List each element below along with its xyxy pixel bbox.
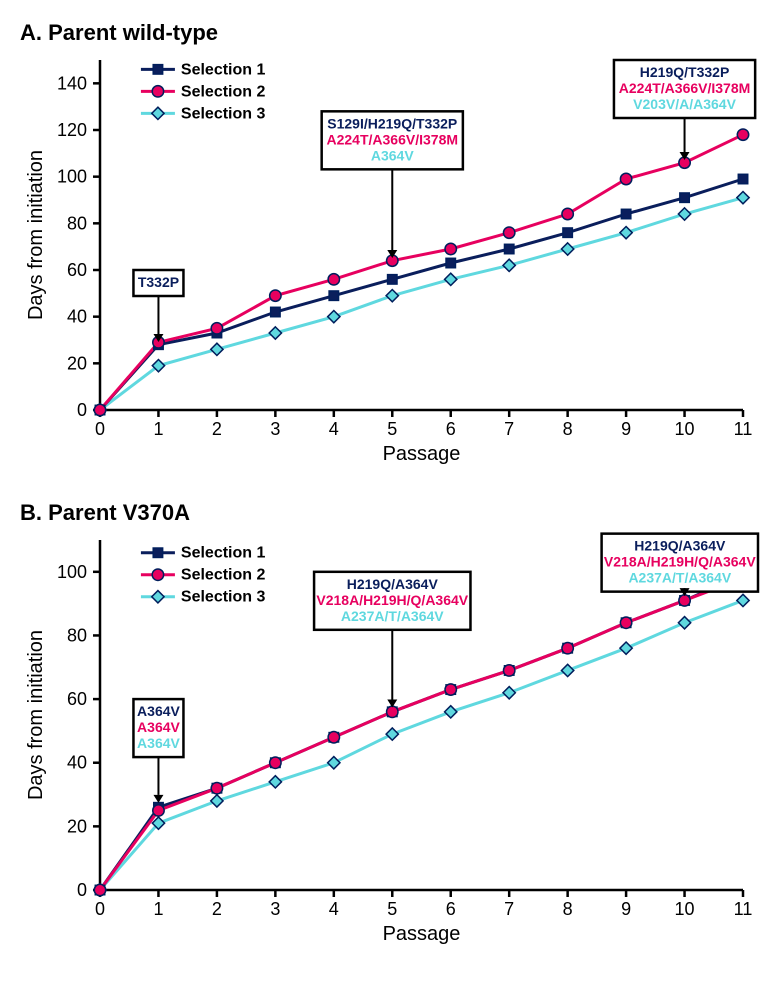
- svg-text:10: 10: [675, 419, 695, 439]
- panel-b-title: B. Parent V370A: [20, 500, 763, 526]
- svg-text:0: 0: [77, 880, 87, 900]
- svg-text:Selection 1: Selection 1: [181, 545, 266, 562]
- svg-text:A237A/T/A364V: A237A/T/A364V: [628, 570, 731, 586]
- figure: A. Parent wild-type 01234567891011020406…: [20, 20, 763, 950]
- svg-text:1: 1: [153, 899, 163, 919]
- svg-text:Selection 2: Selection 2: [181, 567, 266, 584]
- svg-text:S129I/H219Q/T332P: S129I/H219Q/T332P: [327, 115, 457, 131]
- svg-text:11: 11: [734, 419, 753, 439]
- svg-text:A364V: A364V: [137, 719, 180, 735]
- svg-text:A364V: A364V: [371, 147, 414, 163]
- svg-text:6: 6: [446, 419, 456, 439]
- panel-a-title: A. Parent wild-type: [20, 20, 763, 46]
- svg-text:8: 8: [563, 899, 573, 919]
- svg-text:11: 11: [734, 899, 753, 919]
- panel-b-title-text: Parent V370A: [48, 500, 190, 525]
- panel-a-letter: A.: [20, 20, 42, 45]
- svg-text:20: 20: [67, 353, 87, 373]
- svg-text:Selection 2: Selection 2: [181, 83, 266, 100]
- svg-text:V218A/H219H/Q/A364V: V218A/H219H/Q/A364V: [604, 554, 756, 570]
- panel-b: B. Parent V370A 0 1 2 3 4 5 6 7 8 9 10 11 0 20 40 60 80 1…: [20, 500, 763, 950]
- svg-text:60: 60: [67, 689, 87, 709]
- svg-text:Selection 3: Selection 3: [181, 105, 266, 122]
- svg-text:80: 80: [67, 213, 87, 233]
- svg-text:0: 0: [77, 400, 87, 420]
- svg-text:80: 80: [67, 625, 87, 645]
- svg-text:3: 3: [270, 899, 280, 919]
- svg-text:Passage: Passage: [383, 923, 461, 945]
- panel-a: A. Parent wild-type 0 1 2 3 4 5 6 7 8 9 10 11 0 20 40 6…: [20, 20, 763, 470]
- svg-text:10: 10: [675, 899, 695, 919]
- svg-text:7: 7: [504, 899, 514, 919]
- svg-text:6: 6: [446, 899, 456, 919]
- svg-text:A224T/A366V/I378M: A224T/A366V/I378M: [619, 80, 751, 96]
- svg-text:8: 8: [563, 419, 573, 439]
- svg-text:4: 4: [329, 899, 339, 919]
- svg-text:7: 7: [504, 419, 514, 439]
- svg-text:Selection 1: Selection 1: [181, 61, 266, 78]
- svg-text:Selection 3: Selection 3: [181, 589, 266, 606]
- svg-text:0: 0: [95, 419, 105, 439]
- svg-text:100: 100: [57, 167, 87, 187]
- svg-text:100: 100: [57, 562, 87, 582]
- svg-text:2: 2: [212, 899, 222, 919]
- svg-text:H219Q/A364V: H219Q/A364V: [634, 538, 726, 554]
- svg-text:140: 140: [57, 73, 87, 93]
- svg-text:40: 40: [67, 307, 87, 327]
- svg-text:A364V: A364V: [137, 735, 180, 751]
- svg-text:9: 9: [621, 419, 631, 439]
- svg-text:40: 40: [67, 753, 87, 773]
- chart-a: 0 1 2 3 4 5 6 7 8 9 10 11 0 20 40 60 80 100 120 140 Passage D…: [20, 50, 763, 470]
- svg-text:V203V/A/A364V: V203V/A/A364V: [633, 96, 736, 112]
- svg-text:Days from initiation: Days from initiation: [25, 630, 47, 800]
- svg-text:1: 1: [153, 419, 163, 439]
- svg-text:H219Q/T332P: H219Q/T332P: [640, 64, 730, 80]
- svg-text:H219Q/A364V: H219Q/A364V: [347, 576, 439, 592]
- svg-text:3: 3: [270, 419, 280, 439]
- svg-text:120: 120: [57, 120, 87, 140]
- svg-text:A364V: A364V: [137, 703, 180, 719]
- svg-text:Days from initiation: Days from initiation: [25, 150, 47, 320]
- panel-b-letter: B.: [20, 500, 42, 525]
- svg-text:A237A/T/A364V: A237A/T/A364V: [341, 608, 444, 624]
- svg-text:A224T/A366V/I378M: A224T/A366V/I378M: [327, 131, 459, 147]
- chart-b: 0 1 2 3 4 5 6 7 8 9 10 11 0 20 40 60 80 100 Passage Days fr…: [20, 530, 763, 950]
- svg-text:Passage: Passage: [383, 443, 461, 465]
- panel-a-title-text: Parent wild-type: [48, 20, 218, 45]
- svg-text:5: 5: [387, 419, 397, 439]
- svg-text:T332P: T332P: [138, 274, 179, 290]
- svg-text:20: 20: [67, 816, 87, 836]
- svg-text:V218A/H219H/Q/A364V: V218A/H219H/Q/A364V: [316, 592, 468, 608]
- svg-text:0: 0: [95, 899, 105, 919]
- svg-text:9: 9: [621, 899, 631, 919]
- svg-text:5: 5: [387, 899, 397, 919]
- svg-text:2: 2: [212, 419, 222, 439]
- svg-text:4: 4: [329, 419, 339, 439]
- svg-text:60: 60: [67, 260, 87, 280]
